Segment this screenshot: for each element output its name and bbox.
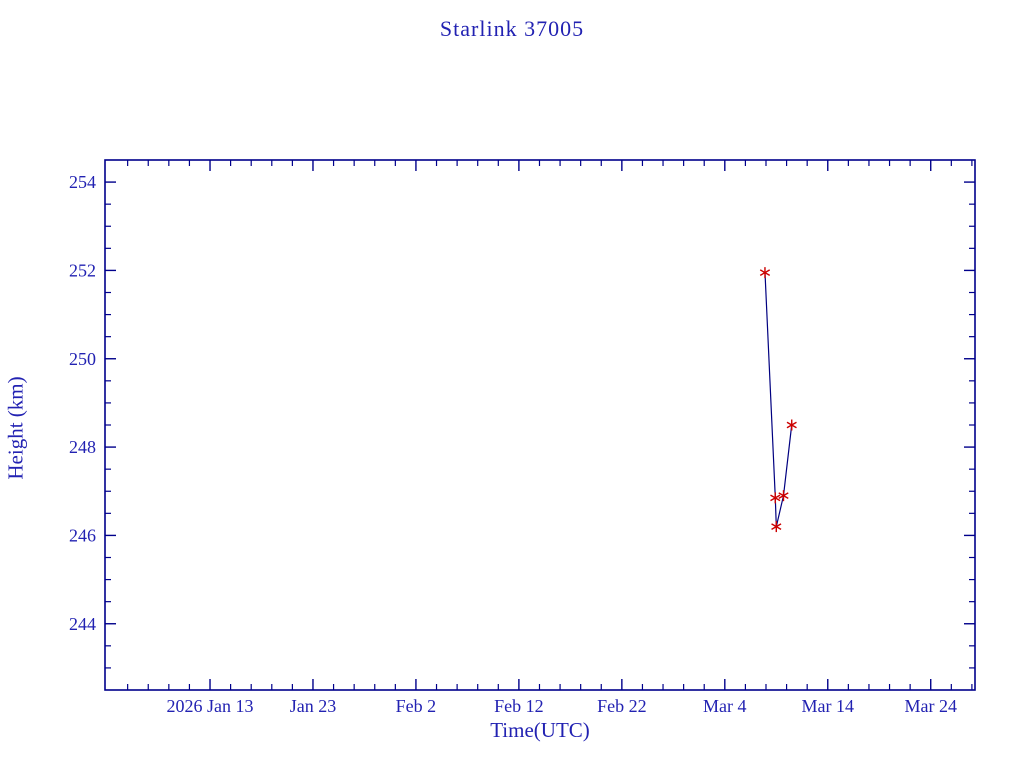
axes-frame [104,159,976,691]
x-tick-label: Feb 12 [494,696,544,716]
y-tick-label: 254 [69,172,96,192]
data-line [764,272,793,527]
x-tick-label: Feb 2 [396,696,437,716]
y-tick-label: 252 [69,260,96,280]
y-tick-label: 244 [69,614,96,634]
data-point-marker [778,492,789,500]
x-tick-label: Mar 14 [802,696,855,716]
data-point-marker [770,494,781,502]
y-tick-label: 248 [69,437,96,457]
x-tick-label: Jan 23 [290,696,337,716]
x-tick-label: Mar 4 [703,696,747,716]
x-tick-label: 2026 Jan 13 [167,696,254,716]
y-tick-label: 250 [69,349,96,369]
chart-title: Starlink 37005 [439,16,585,41]
data-point-marker [786,421,797,429]
x-axis-label: Time(UTC) [490,718,590,742]
x-tick-label: Feb 22 [597,696,647,716]
data-point-marker [771,523,782,530]
y-tick-label: 246 [69,525,96,545]
x-tick-label: Mar 24 [904,696,957,716]
data-point-marker [759,269,771,276]
